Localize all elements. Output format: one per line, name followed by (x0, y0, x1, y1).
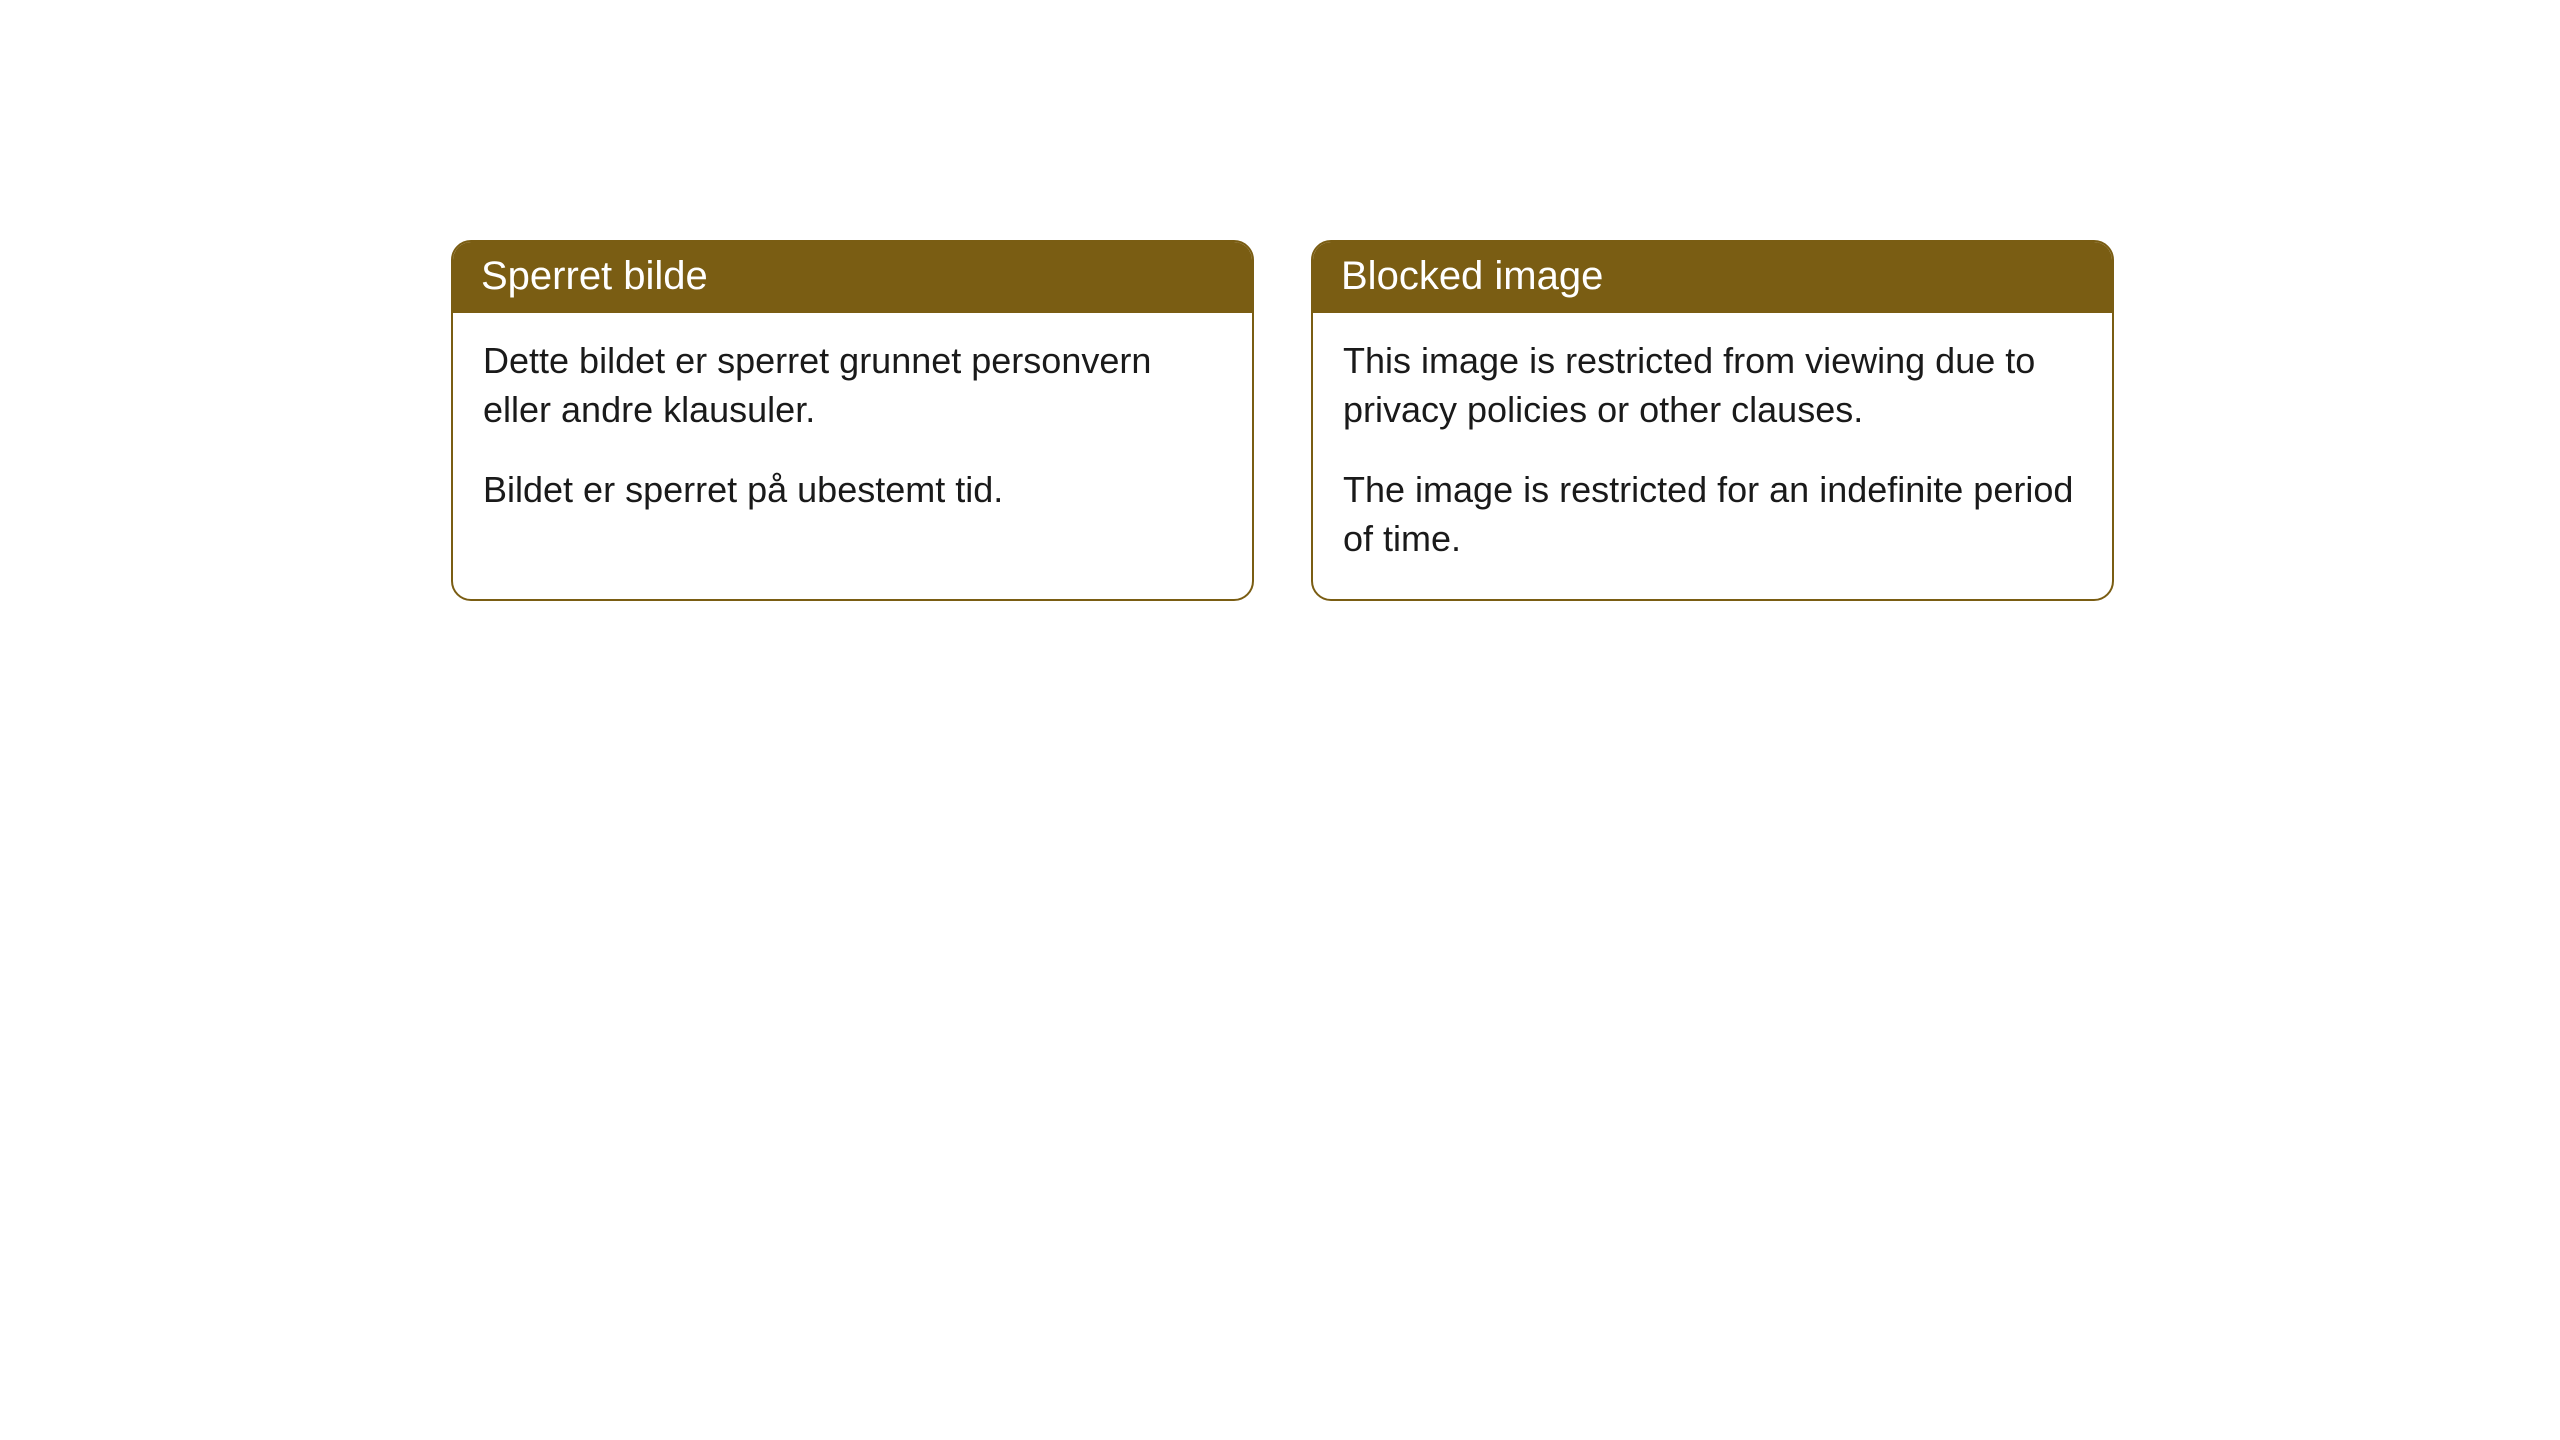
card-title: Sperret bilde (481, 254, 708, 298)
card-body: This image is restricted from viewing du… (1313, 313, 2112, 599)
notice-container: Sperret bilde Dette bildet er sperret gr… (451, 240, 2114, 601)
notice-card-norwegian: Sperret bilde Dette bildet er sperret gr… (451, 240, 1254, 601)
card-header: Sperret bilde (453, 242, 1252, 313)
card-paragraph: Bildet er sperret på ubestemt tid. (483, 466, 1222, 515)
card-paragraph: Dette bildet er sperret grunnet personve… (483, 337, 1222, 434)
card-title: Blocked image (1341, 254, 1603, 298)
card-header: Blocked image (1313, 242, 2112, 313)
card-body: Dette bildet er sperret grunnet personve… (453, 313, 1252, 551)
card-paragraph: This image is restricted from viewing du… (1343, 337, 2082, 434)
notice-card-english: Blocked image This image is restricted f… (1311, 240, 2114, 601)
card-paragraph: The image is restricted for an indefinit… (1343, 466, 2082, 563)
